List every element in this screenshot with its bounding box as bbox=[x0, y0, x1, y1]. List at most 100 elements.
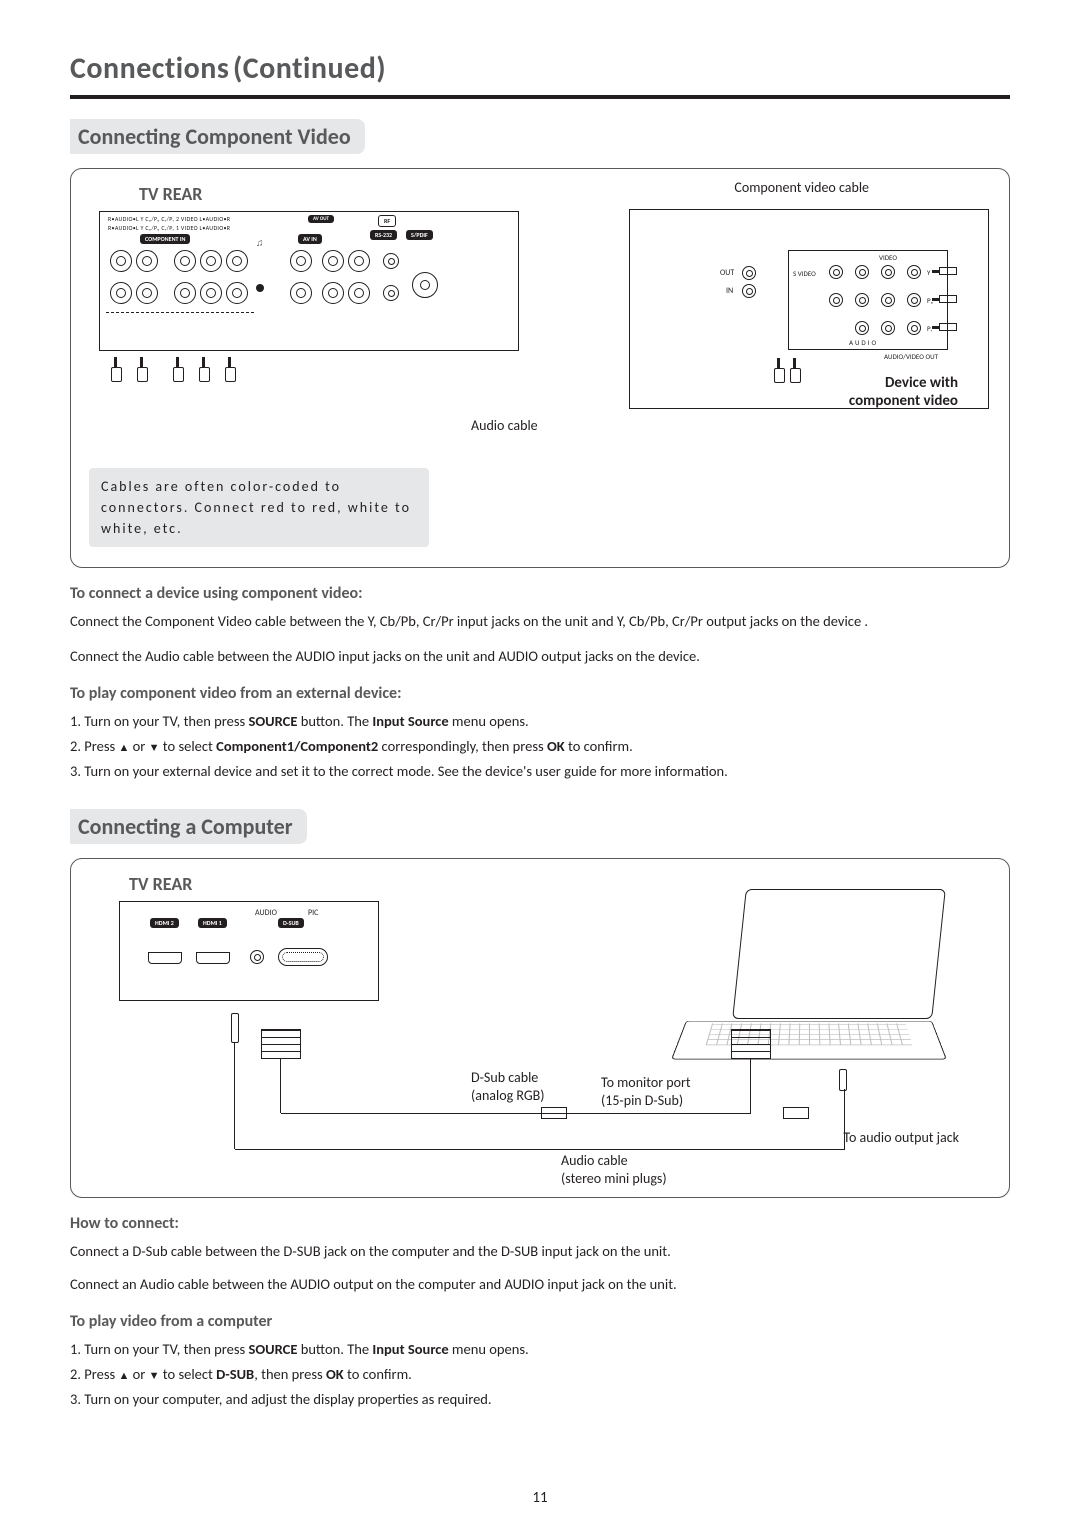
t: 1. Turn on your TV, then press bbox=[70, 712, 248, 730]
lbl-pic: PIC bbox=[308, 908, 318, 918]
dev-out: OUT bbox=[720, 268, 734, 278]
pill-rf: RF bbox=[378, 215, 396, 227]
t: or bbox=[129, 1365, 148, 1383]
jack bbox=[174, 282, 196, 304]
plug-icon bbox=[939, 267, 957, 275]
dsub-cable2: (analog RGB) bbox=[471, 1087, 545, 1104]
jack bbox=[742, 266, 756, 280]
device-box: OUT IN VIDEO S VIDEO Y Pₒ Pᵣ AUDIO AUD bbox=[629, 209, 989, 409]
jack bbox=[907, 321, 921, 335]
lbl-y: Y bbox=[927, 268, 930, 277]
jack bbox=[881, 265, 895, 279]
jack bbox=[383, 285, 399, 301]
t: to select bbox=[160, 1365, 217, 1383]
panel-row1: R•AUDIO•L Y Cₒ/Pₒ Cᵣ/Pᵣ 2 VIDEO L•AUDIO•… bbox=[108, 215, 230, 223]
jack bbox=[881, 293, 895, 307]
vga-connector-icon bbox=[261, 1029, 301, 1059]
panel-row2: R•AUDIO•L Y Cₒ/Pₒ Cᵣ/Pᵣ 1 VIDEO L•AUDIO•… bbox=[108, 224, 230, 232]
jack bbox=[322, 250, 344, 272]
jack bbox=[110, 250, 132, 272]
headphone-symbol: ♫ bbox=[256, 236, 264, 249]
down-arrow-icon: ▼ bbox=[149, 741, 160, 754]
jack bbox=[907, 293, 921, 307]
t: OK bbox=[547, 737, 565, 755]
t: correspondingly, then press bbox=[378, 737, 547, 755]
sec1-step2: 2. Press ▲ or ▼ to select Component1/Com… bbox=[70, 734, 1010, 759]
sec1-step3: 3. Turn on your external device and set … bbox=[70, 759, 1010, 784]
dev-panel: VIDEO S VIDEO Y Pₒ Pᵣ AUDIO bbox=[788, 250, 948, 350]
plug-icon bbox=[173, 357, 183, 381]
t: D-SUB bbox=[216, 1365, 254, 1383]
t: 2. Press bbox=[70, 1365, 118, 1383]
plug-icon bbox=[939, 323, 957, 331]
pill-component-in: COMPONENT IN bbox=[140, 234, 190, 244]
jack bbox=[383, 253, 399, 269]
pill-hdmi1: HDMI 1 bbox=[198, 918, 227, 928]
pill-avin: AV IN bbox=[298, 234, 322, 244]
audio-plug-icon bbox=[231, 1013, 239, 1043]
device-label: Device with bbox=[885, 374, 958, 392]
sec1-sub1: To connect a device using component vide… bbox=[70, 584, 1010, 603]
ferrite-icon bbox=[783, 1107, 809, 1119]
jack bbox=[348, 250, 370, 272]
pill-avout: AV OUT bbox=[308, 215, 334, 223]
jack bbox=[322, 282, 344, 304]
t: button. The bbox=[297, 712, 372, 730]
hdmi-port-icon bbox=[196, 952, 230, 964]
to-monitor2: (15-pin D-Sub) bbox=[601, 1092, 683, 1109]
tip-box: Cables are often color-coded to connecto… bbox=[89, 468, 429, 547]
sec2-step1: 1. Turn on your TV, then press SOURCE bu… bbox=[70, 1337, 1010, 1362]
device-label2: component video bbox=[849, 392, 958, 410]
jack bbox=[348, 282, 370, 304]
t: SOURCE bbox=[248, 1340, 297, 1358]
sec2-step3: 3. Turn on your computer, and adjust the… bbox=[70, 1387, 1010, 1412]
jack bbox=[200, 282, 222, 304]
dashed-line bbox=[106, 312, 254, 313]
plug-icon bbox=[111, 357, 121, 381]
jack bbox=[907, 265, 921, 279]
jack bbox=[226, 282, 248, 304]
section2-diagram: TV REAR HDMI 2 HDMI 1 AUDIO PIC D-SUB D-… bbox=[70, 858, 1010, 1198]
up-arrow-icon: ▲ bbox=[118, 741, 129, 754]
hdmi-port-icon bbox=[148, 952, 182, 964]
jack bbox=[136, 282, 158, 304]
sec2-p1: Connect a D-Sub cable between the D-SUB … bbox=[70, 1239, 1010, 1264]
ferrite-icon bbox=[541, 1107, 567, 1119]
jack bbox=[226, 250, 248, 272]
t: or bbox=[129, 737, 148, 755]
sec1-step1: 1. Turn on your TV, then press SOURCE bu… bbox=[70, 709, 1010, 734]
plug-icon bbox=[790, 358, 800, 382]
sec2-sub1: How to connect: bbox=[70, 1214, 1010, 1233]
vga-port-icon bbox=[278, 948, 328, 966]
dev-video: VIDEO bbox=[879, 253, 897, 262]
audio-cable1: Audio cable bbox=[561, 1152, 628, 1169]
section2-heading: Connecting a Computer bbox=[70, 809, 307, 844]
jack bbox=[855, 293, 869, 307]
cable bbox=[235, 1149, 845, 1150]
sec1-p1: Connect the Component Video cable betwee… bbox=[70, 609, 1010, 634]
section1-heading: Connecting Component Video bbox=[70, 119, 365, 154]
page-number: 11 bbox=[532, 1489, 547, 1507]
pill-dsub: D-SUB bbox=[278, 918, 304, 928]
pill-hdmi2: HDMI 2 bbox=[150, 918, 179, 928]
t: Component1/Component2 bbox=[216, 737, 378, 755]
plug-icon bbox=[939, 295, 957, 303]
down-arrow-icon: ▼ bbox=[149, 1369, 160, 1382]
plug-icon bbox=[774, 358, 784, 382]
sec2-p2: Connect an Audio cable between the AUDIO… bbox=[70, 1272, 1010, 1297]
cable bbox=[280, 1059, 281, 1113]
t: 1. Turn on your TV, then press bbox=[70, 1340, 248, 1358]
sec1-p2: Connect the Audio cable between the AUDI… bbox=[70, 644, 1010, 669]
jack bbox=[829, 265, 843, 279]
tv-rear-panel-2: HDMI 2 HDMI 1 AUDIO PIC D-SUB bbox=[119, 901, 379, 1001]
title-sub: (Continued) bbox=[233, 50, 386, 87]
lbl-audio2: AUDIO bbox=[255, 908, 277, 918]
dsub-cable1: D-Sub cable bbox=[471, 1069, 538, 1086]
plug-icon bbox=[137, 357, 147, 381]
t: Input Source bbox=[372, 1340, 448, 1358]
pill-rs232: RS-232 bbox=[370, 230, 397, 240]
t: OK bbox=[326, 1365, 344, 1383]
t: to confirm. bbox=[344, 1365, 412, 1383]
jack bbox=[136, 250, 158, 272]
jack bbox=[855, 321, 869, 335]
